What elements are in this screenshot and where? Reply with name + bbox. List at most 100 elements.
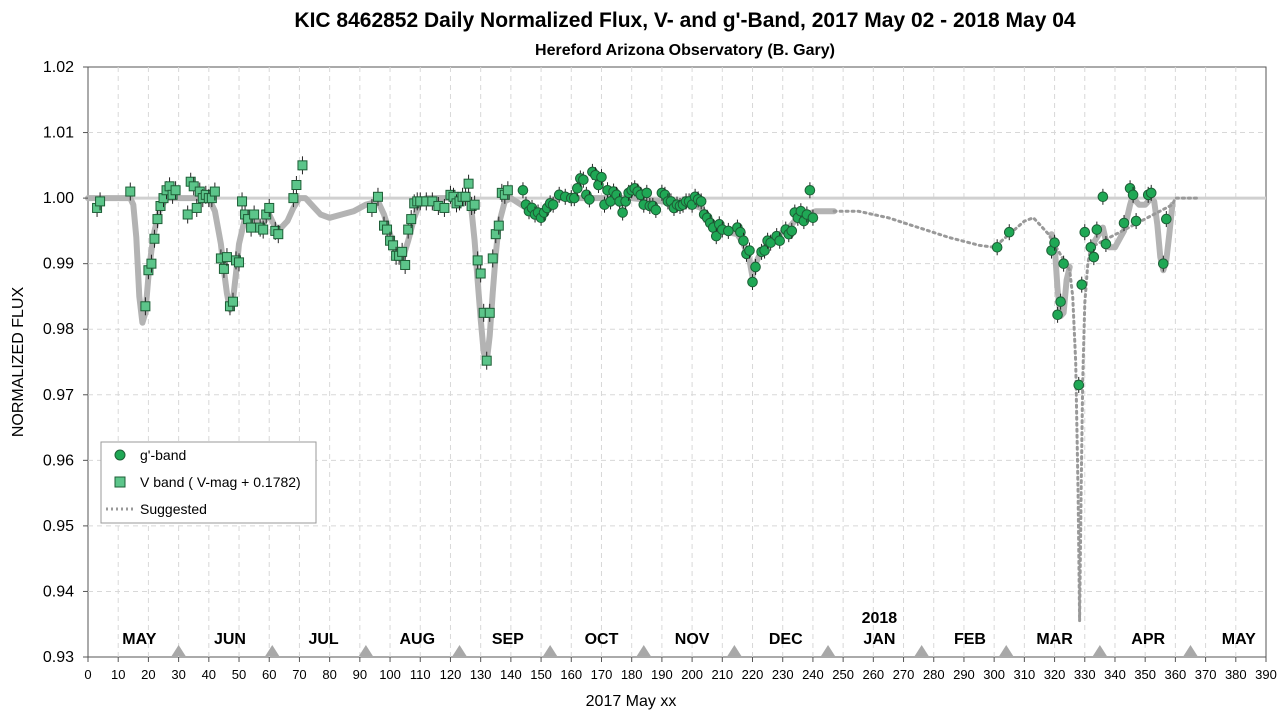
y-tick-label: 0.97 (43, 387, 74, 404)
y-tick-label: 0.99 (43, 256, 74, 273)
vband-point (170, 185, 181, 196)
gband-point (578, 174, 589, 186)
x-tick-label: 60 (262, 667, 276, 682)
month-labels: MAY JUN JUL AUG SEP OCT NOV DEC JAN FEB MAR APR MAY 2… (122, 610, 1256, 648)
month-label: MAY (1222, 631, 1256, 648)
x-tick-label: 330 (1074, 667, 1096, 682)
x-tick-label: 200 (681, 667, 703, 682)
vband-point (291, 180, 302, 190)
x-tick-label: 90 (353, 667, 367, 682)
year-label: 2018 (862, 610, 898, 627)
x-tick-label: 250 (832, 667, 854, 682)
x-tick-label: 390 (1255, 667, 1277, 682)
gband-point (547, 199, 559, 210)
x-tick-label: 380 (1225, 667, 1247, 682)
gband-point (774, 235, 785, 247)
month-label: JAN (863, 631, 895, 648)
gband-point (1055, 296, 1066, 307)
x-tick-label: 310 (1014, 667, 1036, 682)
month-label: DEC (769, 631, 803, 648)
x-tick-label: 350 (1134, 667, 1156, 682)
x-tick-label: 210 (711, 667, 733, 682)
gband-point (747, 276, 758, 288)
vband-point (382, 224, 393, 235)
vband-point (463, 178, 474, 189)
x-tick-label: 370 (1195, 667, 1217, 682)
gband-point (1158, 258, 1169, 269)
legend-suggested-label: Suggested (140, 501, 207, 517)
vband-point (460, 191, 471, 202)
gband-point (1145, 187, 1157, 199)
month-boundary-triangle (999, 645, 1014, 656)
month-boundary-triangle (265, 645, 280, 656)
x-tick-label: 140 (500, 667, 522, 682)
vband-point (372, 191, 383, 202)
month-boundary-triangle (1183, 645, 1198, 656)
gband-point (1073, 379, 1085, 391)
gband-point (1118, 217, 1130, 229)
x-tick-label: 150 (530, 667, 552, 682)
vband-point (469, 199, 480, 210)
chart-title: KIC 8462852 Daily Normalized Flux, V- an… (294, 9, 1075, 32)
legend: g'-band V band ( V-mag + 0.1782) Suggest… (100, 441, 317, 524)
vband-point (249, 209, 260, 220)
x-tick-label: 260 (862, 667, 884, 682)
y-tick-label: 1.00 (43, 190, 74, 207)
gband-point (807, 212, 819, 224)
x-tick-label: 160 (560, 667, 582, 682)
month-boundary-triangle (914, 645, 929, 656)
vband-point (397, 246, 408, 257)
x-tick-label: 270 (893, 667, 915, 682)
month-boundary-triangle (358, 645, 373, 656)
x-tick-label: 130 (470, 667, 492, 682)
vband-point (221, 252, 232, 263)
legend-gband-marker (114, 449, 126, 461)
vband-point (246, 222, 257, 233)
month-label: MAR (1036, 631, 1073, 648)
vband-point (140, 301, 151, 312)
month-label: APR (1131, 631, 1165, 648)
gband-point (1079, 226, 1091, 238)
month-label: OCT (585, 631, 619, 648)
gband-point (1088, 251, 1100, 263)
gband-point (1100, 238, 1112, 250)
y-tick-label: 1.01 (43, 125, 74, 142)
y-tick-label: 0.96 (43, 452, 74, 469)
gband-point (710, 230, 722, 242)
vband-point (481, 355, 492, 366)
gband-point (1127, 189, 1139, 201)
gband-point (650, 204, 662, 216)
month-boundary-triangle (1092, 645, 1107, 656)
month-boundary-triangle (636, 645, 651, 656)
gband-point (517, 184, 529, 196)
vband-point (227, 296, 238, 307)
x-tick-label: 20 (141, 667, 155, 682)
vband-point (237, 196, 248, 207)
vband-point (273, 229, 284, 240)
vband-point (188, 181, 199, 192)
x-axis-ticks: 0 10 20 30 40 50 60 70 80 90 100 110 120 130 140 150 160… (84, 657, 1277, 682)
vband-point (487, 253, 498, 264)
vband-point (234, 257, 245, 268)
y-axis-label: NORMALIZED FLUX (10, 287, 27, 438)
gband-point (1097, 191, 1109, 203)
gband-point (759, 245, 770, 256)
vband-point (152, 214, 163, 225)
month-boundary-markers (171, 645, 1198, 656)
x-tick-label: 190 (651, 667, 673, 682)
gband-point (596, 171, 607, 183)
gband-point (1058, 258, 1069, 269)
gband-point (1130, 215, 1142, 227)
vband-point (288, 193, 299, 204)
x-tick-label: 300 (983, 667, 1005, 682)
x-tick-label: 170 (591, 667, 613, 682)
vband-point (403, 224, 414, 235)
vband-point (191, 202, 202, 213)
gband-point (569, 192, 580, 204)
month-label: NOV (675, 631, 710, 648)
month-label: JUN (214, 631, 246, 648)
y-tick-label: 0.93 (43, 649, 74, 666)
month-label: JUL (308, 631, 338, 648)
gband-point (695, 196, 707, 207)
gband-point (1085, 241, 1097, 253)
